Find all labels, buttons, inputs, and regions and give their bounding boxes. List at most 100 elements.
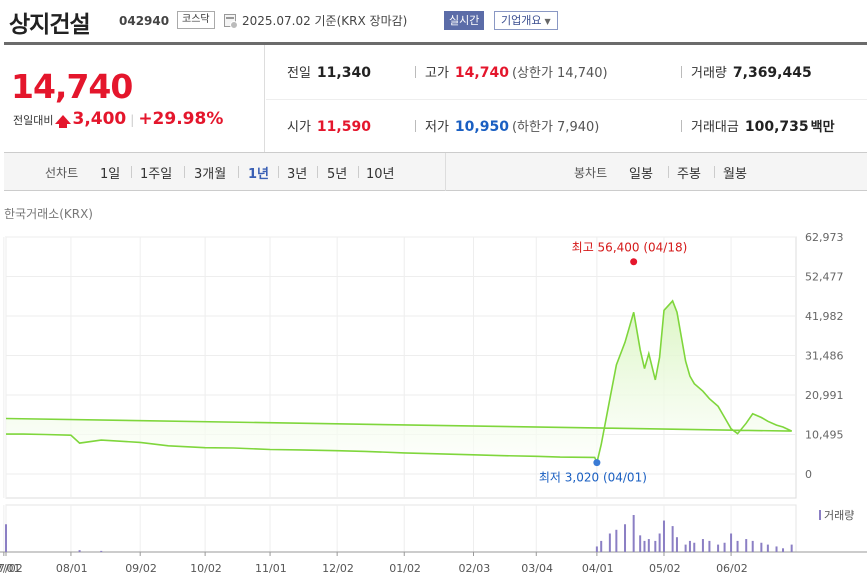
tab-1-day[interactable]: 1일 [100, 167, 121, 182]
volume-bar [782, 548, 785, 552]
tab-1-week[interactable]: 1주일 [140, 167, 173, 182]
divider [668, 166, 669, 178]
volume-bar [662, 520, 665, 552]
volume-bar [790, 544, 793, 552]
volume-bar [775, 546, 778, 552]
stat-label: 거래대금 [691, 120, 739, 135]
company-overview-label: 기업개요 [501, 14, 542, 27]
volume-bar [766, 544, 769, 552]
stat-value: 100,735 [744, 119, 809, 135]
change-label: 전일대비 [13, 114, 54, 127]
stat-value: 10,950 [454, 119, 509, 135]
volume-bar [688, 540, 691, 552]
volume-bar [658, 533, 661, 552]
stat-value: 7,369,445 [732, 65, 812, 81]
tab-3-year[interactable]: 3년 [287, 167, 308, 182]
tab-1-year[interactable]: 1년 [248, 167, 270, 182]
volume-bar [100, 550, 103, 552]
divider [184, 166, 185, 178]
chevron-down-icon: ▼ [544, 17, 551, 26]
company-overview-dropdown[interactable]: 기업개요 ▼ [494, 11, 558, 30]
stat-unit: 백만 [810, 120, 835, 135]
stat-open: 시가 11,590 [287, 116, 371, 135]
change-value: 3,400 [72, 109, 127, 129]
realtime-button[interactable]: 실시간 [444, 11, 485, 30]
divider: | [130, 113, 135, 127]
upper-limit-text: (상한가 14,740) [511, 66, 608, 81]
change-line: 전일대비 3,400 | +29.98% [13, 109, 223, 129]
exchange-label: 한국거래소(KRX) [4, 207, 93, 221]
tab-3-month[interactable]: 3개월 [194, 167, 227, 182]
stat-label: 전일 [287, 66, 311, 81]
y-tick-label: 20,991 [805, 389, 844, 402]
low-annotation: 최저 3,020 (04/01) [539, 471, 647, 485]
lower-limit-text: (하한가 7,940) [511, 120, 600, 135]
volume-bar [654, 540, 657, 552]
y-tick-label: 62,973 [805, 231, 844, 244]
stock-name: 상지건설 [9, 12, 91, 38]
current-price-box: 14,740 전일대비 3,400 | +29.98% [4, 45, 265, 152]
stock-code: 042940 [119, 14, 170, 28]
tab-weekly-candle[interactable]: 주봉 [677, 167, 701, 182]
volume-bar [643, 540, 646, 552]
stat-value: 11,340 [316, 65, 371, 81]
volume-bar [730, 533, 733, 552]
volume-bar [615, 529, 618, 552]
price-panel: 14,740 전일대비 3,400 | +29.98% 전일 11,340 고가 14,7… [4, 45, 867, 153]
volume-bar [708, 540, 711, 552]
stat-high: 고가 14,740 (상한가 14,740) [425, 62, 608, 81]
volume-bar [693, 542, 696, 552]
volume-bar [647, 539, 650, 552]
divider [317, 166, 318, 178]
divider [278, 166, 279, 178]
price-area [6, 300, 792, 474]
change-percent: +29.98% [138, 109, 224, 129]
price-line [5, 299, 793, 466]
x-tick-label: 12/02 [322, 562, 354, 575]
stat-label: 거래량 [691, 66, 727, 81]
volume-bar [632, 515, 635, 552]
tab-5-year[interactable]: 5년 [327, 167, 348, 182]
volume-bar [78, 550, 81, 552]
line-chart-label: 선차트 [45, 166, 79, 180]
tab-monthly-candle[interactable]: 월봉 [723, 167, 747, 182]
x-tick-label: 05/02 [649, 562, 681, 575]
chart-tabs-bar: 선차트 1일 1주일 3개월 1년 3년 5년 10년 봉차트 일봉 주봉 월봉 [4, 153, 867, 191]
y-tick-label: 10,495 [805, 429, 844, 442]
volume-legend: 거래량 [819, 507, 854, 523]
x-tick-label: 02/03 [459, 562, 491, 575]
tab-daily-candle[interactable]: 일봉 [629, 167, 653, 182]
stat-volume: 거래량 7,369,445 [691, 62, 812, 81]
stock-header: 상지건설 042940 코스닥 2025.07.02 기준(KRX 장마감) 실… [0, 0, 867, 42]
stat-trade-value: 거래대금 100,735 백만 [691, 116, 835, 135]
high-marker [630, 258, 638, 266]
volume-bar [745, 539, 748, 552]
tab-10-year[interactable]: 10년 [366, 167, 395, 182]
stat-low: 저가 10,950 (하한가 7,940) [425, 116, 599, 135]
candle-chart-label: 봉차트 [574, 166, 608, 180]
base-date: 2025.07.02 기준(KRX 장마감) [242, 14, 408, 28]
low-marker [593, 459, 601, 467]
row-divider [266, 99, 867, 100]
divider [445, 153, 446, 191]
volume-bar [736, 540, 739, 552]
volume-bar [624, 524, 627, 552]
x-tick-label: 07/01 [0, 562, 21, 575]
stat-prev-close: 전일 11,340 [287, 62, 371, 81]
volume-bar [751, 540, 754, 552]
x-tick-label: 11/01 [255, 562, 287, 575]
divider [681, 66, 682, 78]
divider [681, 120, 682, 132]
volume-bar [684, 544, 687, 552]
stat-label: 고가 [425, 66, 449, 81]
divider [238, 166, 239, 178]
volume-bar [717, 544, 720, 552]
volume-bar [760, 542, 763, 552]
calendar-icon [224, 14, 238, 29]
x-tick-label: 09/02 [125, 562, 157, 575]
volume-bar [675, 537, 678, 552]
y-tick-label: 52,477 [805, 271, 844, 284]
x-tick-label: 07/02 [0, 562, 23, 575]
x-tick-label: 03/04 [521, 562, 553, 575]
